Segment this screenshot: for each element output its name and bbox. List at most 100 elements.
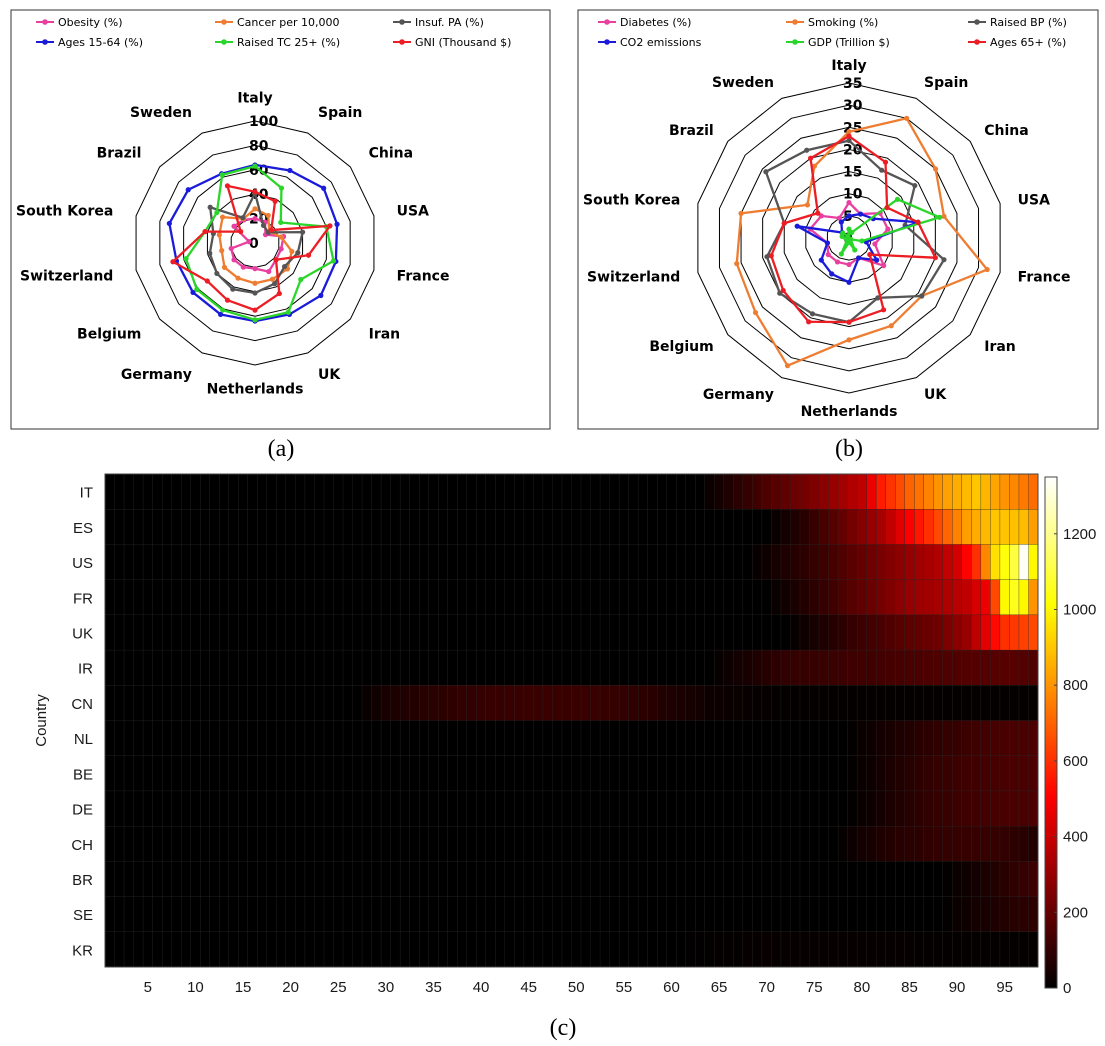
heatmap-cell <box>799 614 810 651</box>
data-point <box>185 187 191 193</box>
heatmap-cell <box>266 614 277 651</box>
heatmap-cell <box>438 720 449 757</box>
heatmap-cell <box>971 931 982 968</box>
heatmap-cell <box>457 896 468 933</box>
heatmap-cell <box>952 685 963 721</box>
heatmap-cell <box>666 790 677 827</box>
heatmap-cell <box>628 649 639 686</box>
heatmap-cell <box>285 509 296 545</box>
heatmap-cell <box>742 685 753 721</box>
heatmap-cell <box>599 473 610 510</box>
heatmap-cell <box>190 685 201 721</box>
heatmap-cell <box>380 755 391 792</box>
heatmap-cell <box>476 544 487 581</box>
heatmap-cell <box>923 755 934 792</box>
heatmap-cell <box>714 509 725 545</box>
heatmap-cell <box>219 861 230 897</box>
heatmap-cell <box>342 544 353 581</box>
heatmap-cell <box>285 614 296 651</box>
heatmap-cell <box>457 861 468 897</box>
heatmap-cell <box>580 861 591 897</box>
heatmap-cell <box>828 544 839 581</box>
heatmap-cell <box>409 509 420 545</box>
data-point <box>278 234 284 240</box>
heatmap-cell <box>523 614 534 651</box>
data-point <box>217 311 224 318</box>
legend-label: Smoking (%) <box>808 16 878 29</box>
legend-marker <box>399 19 405 25</box>
heatmap-cell <box>904 614 915 651</box>
heatmap-cell <box>561 931 572 968</box>
data-point <box>857 211 864 217</box>
heatmap-cell <box>209 861 220 897</box>
heatmap-cell <box>428 755 439 792</box>
heatmap-cell <box>542 579 553 616</box>
heatmap-cell <box>618 685 629 721</box>
row-label-es: ES <box>73 520 93 537</box>
heatmap-cell <box>580 755 591 792</box>
heatmap-cell <box>752 544 763 581</box>
heatmap-cell <box>599 825 610 862</box>
heatmap-cell <box>171 614 182 651</box>
heatmap-cell <box>590 579 601 616</box>
heatmap-cell <box>247 544 258 581</box>
heatmap-cell <box>133 755 144 792</box>
grid-ring <box>718 104 980 372</box>
heatmap-cell <box>285 931 296 968</box>
heatmap-cell <box>533 509 544 545</box>
legend-label: CO2 emissions <box>620 36 702 49</box>
heatmap-cell <box>266 649 277 686</box>
data-point <box>318 292 324 299</box>
heatmap-cell <box>971 685 982 721</box>
heatmap-cell <box>238 614 249 651</box>
heatmap-cell <box>790 720 801 757</box>
category-label-belgium: Belgium <box>77 327 141 343</box>
heatmap-cell <box>685 931 696 968</box>
data-point <box>170 259 176 265</box>
data-point <box>806 319 812 325</box>
heatmap-cell <box>856 896 868 933</box>
heatmap-cell <box>742 544 753 581</box>
heatmap-cell <box>142 896 153 933</box>
heatmap-cell <box>152 544 163 581</box>
heatmap-cell <box>114 720 125 757</box>
heatmap-cell <box>609 579 620 616</box>
heatmap-cell <box>999 685 1010 721</box>
data-point <box>846 133 852 139</box>
heatmap-cell <box>590 931 601 968</box>
heatmap-cell <box>961 931 972 968</box>
heatmap-cell <box>390 931 401 968</box>
heatmap-cell <box>885 685 896 721</box>
heatmap-cell <box>628 896 639 933</box>
heatmap-cell <box>266 685 277 721</box>
heatmap-cell <box>438 825 449 862</box>
heatmap-cell <box>771 579 782 616</box>
heatmap-cell <box>466 931 477 968</box>
heatmap-cell <box>285 720 296 757</box>
heatmap-cell <box>295 544 306 581</box>
heatmap-cell <box>1028 579 1039 616</box>
heatmap-cell <box>847 544 858 581</box>
grid-ring <box>697 82 1001 394</box>
heatmap-cell <box>352 755 363 792</box>
heatmap-cell <box>523 685 534 721</box>
data-point <box>214 209 220 216</box>
heatmap-cell <box>200 790 211 827</box>
heatmap-cell <box>990 720 1001 757</box>
heatmap-cell <box>933 825 944 862</box>
heatmap-cell <box>980 861 991 897</box>
heatmap-cell <box>628 720 639 757</box>
data-point <box>836 215 842 221</box>
heatmap-cell <box>657 473 668 510</box>
heatmap-cell <box>219 825 230 862</box>
data-point <box>794 223 800 229</box>
heatmap-cell <box>828 755 839 792</box>
heatmap-cell <box>637 825 649 862</box>
heatmap-cell <box>123 790 134 827</box>
heatmap-cell <box>428 931 439 968</box>
heatmap-cell <box>771 614 782 651</box>
heatmap-cell <box>952 720 963 757</box>
heatmap-cell <box>342 614 353 651</box>
heatmap-cell <box>780 544 791 581</box>
heatmap-cell <box>809 614 820 651</box>
